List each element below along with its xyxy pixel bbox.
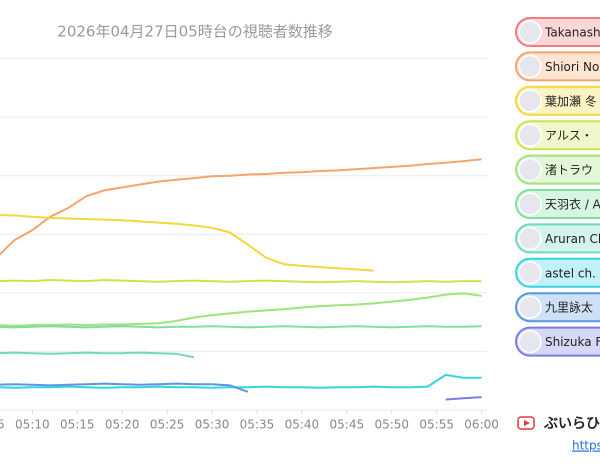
- legend-label: 葉加瀬 冬: [545, 93, 597, 108]
- x-tick-label: 05:45: [330, 418, 365, 432]
- legend-label: 天羽衣 / A: [545, 197, 600, 212]
- x-tick-label: 05:30: [195, 418, 230, 432]
- series-line: [0, 373, 482, 389]
- x-tick-label: 05:25: [150, 418, 185, 432]
- footer: ぶいらひ https: [517, 416, 600, 453]
- x-tick-label: 05:40: [285, 418, 320, 432]
- series-line: [445, 396, 482, 401]
- legend-label: 九里詠太: [545, 300, 593, 315]
- legend-avatar: [518, 261, 542, 285]
- x-tick-label: 05:50: [374, 418, 409, 432]
- legend-label: Takanash: [544, 26, 600, 40]
- legend-label: Shiori No: [545, 60, 599, 74]
- series-line: [0, 351, 195, 359]
- legend-avatar: [518, 226, 542, 251]
- legend-avatar: [518, 295, 542, 319]
- legend-avatar: [518, 192, 542, 216]
- x-tick-label: 05:10: [15, 418, 50, 432]
- legend-avatar: [518, 20, 542, 44]
- link[interactable]: https: [572, 439, 600, 453]
- lines: [0, 158, 482, 401]
- grid: 05:05 05:10 05:15 05:20 05:25 05:30 05:35 05:40…: [0, 58, 499, 432]
- x-tick-label: 05:05: [0, 418, 5, 432]
- series-line: [0, 279, 482, 284]
- legend-label: Shizuka F: [545, 335, 600, 349]
- series-line: [0, 214, 374, 272]
- series-line: [0, 158, 482, 256]
- x-tick-label: 05:20: [105, 418, 140, 432]
- brand-icon-play: [524, 420, 530, 426]
- legend-avatar: [518, 89, 542, 113]
- legend-label: アルス・: [545, 129, 593, 143]
- legend-avatar: [518, 329, 542, 354]
- legend-label: astel ch.: [545, 266, 596, 280]
- legend-avatar: [518, 157, 542, 182]
- x-tick-label: 05:35: [240, 418, 275, 432]
- series-line: [0, 382, 249, 393]
- series-line: [0, 292, 482, 327]
- series-line: [0, 325, 482, 329]
- x-tick-label: 05:55: [419, 418, 454, 432]
- brand: ぶいらひ: [543, 416, 600, 432]
- x-tick-label: 05:15: [60, 418, 95, 432]
- legend-avatar: [518, 54, 542, 79]
- chart-title: 2026年04月27日05時台の視聴者数推移: [57, 23, 332, 41]
- legend-label: Aruran Cl: [545, 232, 600, 246]
- x-tick-label: 06:00: [464, 418, 499, 432]
- legend-label: 渚トラウ: [545, 163, 593, 177]
- legend-avatar: [518, 123, 542, 147]
